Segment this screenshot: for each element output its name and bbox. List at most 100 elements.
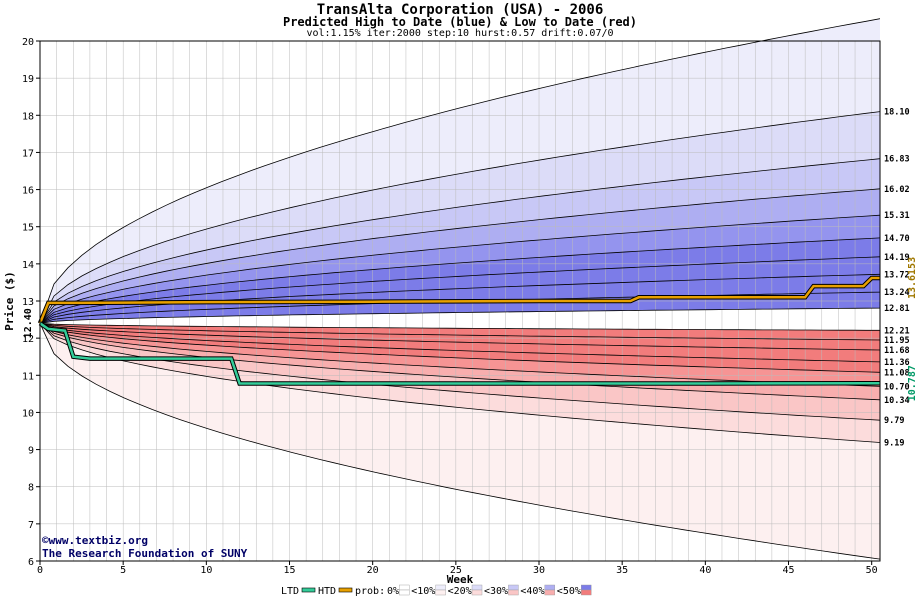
y-tick-label: 18 [22,111,34,122]
percentile-curve [39,322,880,331]
credit-organization: The Research Foundation of SUNY [42,547,248,560]
x-tick-label: 15 [283,565,295,576]
high-probability-band [40,111,880,324]
chart-parameters: vol:1.15% iter:2000 step:10 hurst:0.57 d… [306,28,614,39]
legend-ltd-label: LTD [281,586,299,597]
percentile-curve [39,18,881,324]
percentile-curve [39,111,881,324]
x-tick-label: 10 [200,565,212,576]
low-band-end-label: 10.70 [884,382,910,392]
percentile-curve [39,256,881,324]
low-probability-band [40,323,880,373]
high-band-end-label: 12.81 [884,304,910,314]
y-tick-label: 9 [28,446,34,457]
y-tick-label: 16 [22,186,34,197]
htd-final-value: 13.6153 [907,257,918,299]
high-band-end-label: 16.02 [884,185,910,195]
high-probability-band [40,274,880,324]
ltd-series-line [39,322,880,385]
x-tick-label: 20 [367,565,379,576]
low-probability-band [40,323,880,421]
low-band-end-label: 10.34 [884,396,910,406]
high-band-end-label: 13.24 [884,288,910,298]
low-probability-band [40,323,880,560]
percentile-curve [39,322,881,387]
legend-prob-swatch-blue [435,584,446,591]
median-band [40,308,880,324]
high-probability-band [40,158,880,324]
percentile-curve [39,322,881,363]
percentile-curve [39,158,881,324]
x-tick-label: 30 [533,565,545,576]
legend-htd-label: HTD [318,586,336,597]
low-band-end-label: 11.08 [884,368,910,378]
high-band-end-label: 13.72 [884,270,910,280]
legend-prob-swatch-blue [544,584,555,591]
legend-prob-item: <30% [484,586,508,597]
legend-prob-swatch-blue [471,584,483,591]
x-tick-label: 45 [782,565,794,576]
high-band-end-label: 18.10 [884,108,910,118]
htd-series-line [38,276,880,324]
y-tick-label: 8 [28,483,34,494]
legend-prob-item: <50% [557,586,581,597]
percentile-curve [39,188,881,324]
high-probability-band [40,237,880,324]
low-band-end-label: 11.95 [884,336,910,346]
legend-prob-item: <40% [520,586,544,597]
y-axis-label: Price ($) [3,271,16,331]
y-tick-label: 10 [22,408,34,419]
low-probability-band [40,323,880,400]
chart-subtitle: Predicted High to Date (blue) & Low to D… [282,15,637,29]
y-tick-label: 7 [28,520,34,531]
x-tick-label: 0 [37,565,43,576]
percentile-curve [39,323,881,560]
x-tick-label: 25 [450,565,462,576]
percentile-curve [39,307,881,324]
y-tick-label: 6 [28,557,34,568]
chart-title: TransAlta Corporation (USA) - 2006 [316,2,604,18]
y-tick-label: 17 [22,148,34,159]
high-probability-band [40,18,880,324]
x-tick-label: 40 [699,565,711,576]
low-probability-band [40,323,880,443]
legend-prob-swatch-red [581,589,592,596]
percentile-curve [39,323,881,421]
x-tick-label: 5 [120,565,126,576]
legend-prob-swatch-red [508,589,519,596]
low-probability-band [40,323,880,340]
legend-prob-swatch-red [435,589,446,596]
percentile-curve [39,237,881,324]
low-band-end-label: 9.79 [884,416,904,426]
high-probability-band [40,215,880,324]
y-tick-label: 12 [22,334,34,345]
x-axis-label: Week [447,573,474,586]
percentile-curve [39,322,881,351]
credit-website: www.textbiz.org [48,534,148,547]
legend-ltd-swatch [301,587,316,593]
low-band-end-label: 11.36 [884,358,910,368]
start-price-label: 12.40 [23,308,34,338]
low-band-end-label: 11.68 [884,346,910,356]
low-probability-band [40,323,880,350]
legend-prob-swatch-red [399,589,410,596]
percentile-curve [39,214,881,324]
percentile-curve [39,322,881,401]
high-band-end-label: 14.70 [884,234,910,244]
high-probability-band [40,188,880,324]
low-band-end-label: 12.21 [884,326,910,336]
y-tick-label: 19 [22,74,34,85]
legend-prob-item: <20% [448,586,472,597]
percentile-curve [39,323,881,443]
percentile-curve [39,322,881,341]
y-tick-label: 14 [22,260,34,271]
percentile-curve [39,322,881,373]
legend-htd-swatch [338,587,353,593]
y-tick-label: 13 [22,297,34,308]
legend-prob-swatch-red [471,589,483,596]
y-tick-label: 15 [22,223,34,234]
x-tick-label: 35 [616,565,628,576]
high-band-end-label: 16.83 [884,155,910,165]
copyright-icon: © [42,534,49,547]
